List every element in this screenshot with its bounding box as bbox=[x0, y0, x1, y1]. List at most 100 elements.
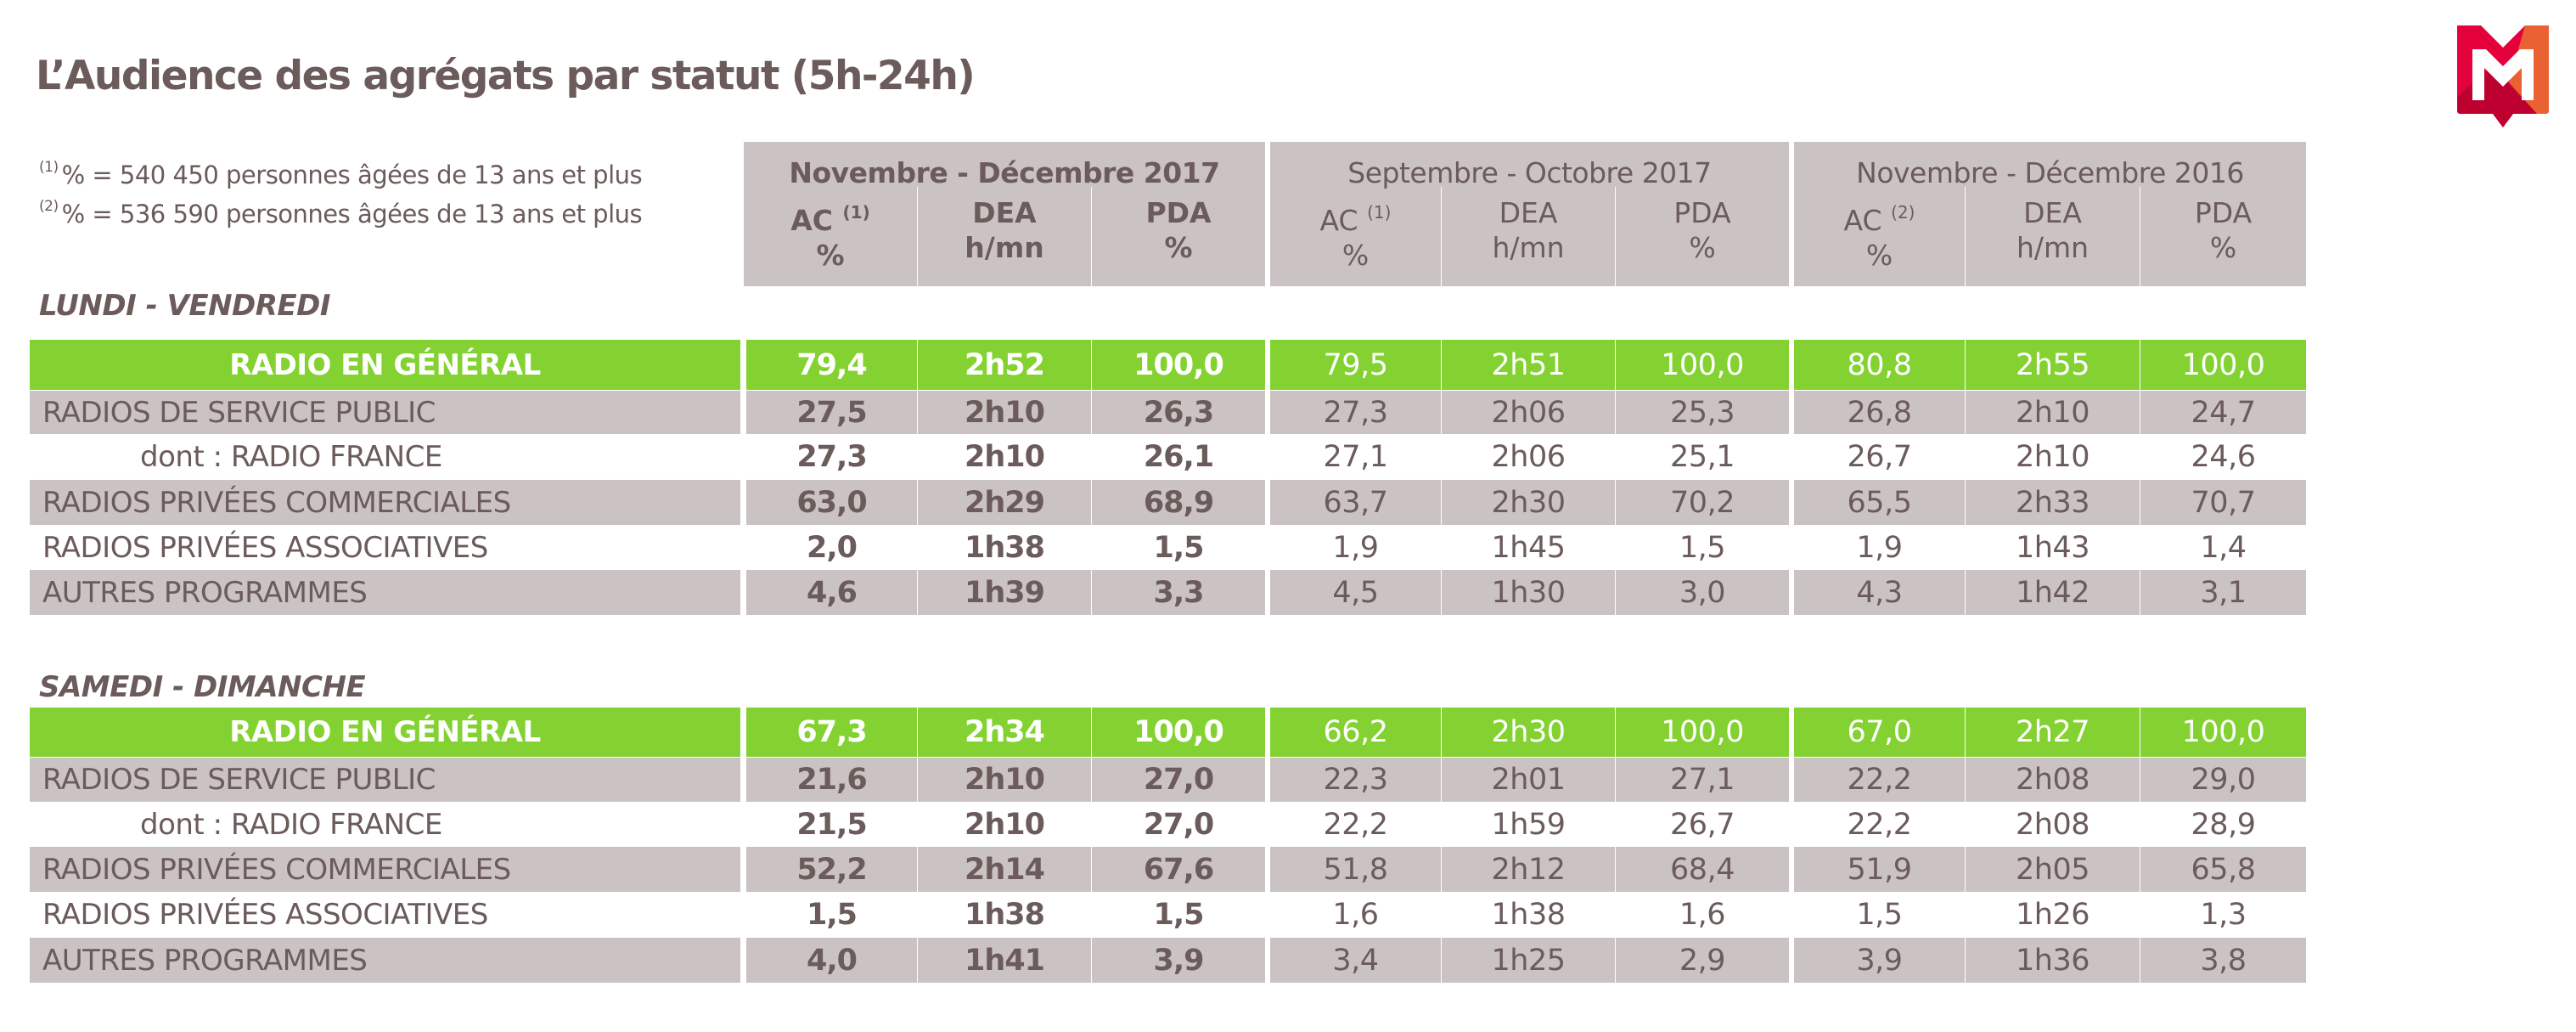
column-header: PDA% bbox=[1616, 187, 1789, 286]
column-unit: % bbox=[1865, 239, 1893, 272]
value-cell: 1h42 bbox=[1966, 570, 2140, 615]
value-cell: 1h59 bbox=[1491, 807, 1566, 842]
column-divider bbox=[1441, 187, 1442, 286]
column-name: PDA bbox=[1673, 196, 1731, 229]
value-cell: 2h01 bbox=[1442, 758, 1615, 802]
value-cell: 3,3 bbox=[1092, 570, 1265, 615]
value-cell: 22,2 bbox=[1847, 807, 1912, 842]
period-header-1: Novembre - Décembre 2017 AC (1)% DEA h/mn PD… bbox=[744, 142, 1265, 286]
column-footnote-mark: (1) bbox=[842, 202, 870, 223]
value-cell: 100,0 bbox=[1616, 708, 1789, 757]
value-cell: 21,6 bbox=[746, 758, 917, 802]
table-row: RADIOS DE SERVICE PUBLIC 27,5 2h10 26,3 27,3… bbox=[0, 391, 2576, 434]
value-cell: 67,0 bbox=[1794, 708, 1965, 757]
value-cell: 1h39 bbox=[918, 570, 1091, 615]
column-name: PDA bbox=[1145, 196, 1212, 229]
value-cell: 4,3 bbox=[1794, 570, 1965, 615]
value-cell: 27,5 bbox=[746, 391, 917, 434]
value-cell: 1h25 bbox=[1442, 938, 1615, 983]
value-cell: 100,0 bbox=[1092, 708, 1265, 757]
value-cell: 67,3 bbox=[746, 708, 917, 757]
column-name: PDA bbox=[2194, 196, 2253, 229]
cell-divider bbox=[1965, 938, 1966, 983]
row-label: RADIOS PRIVÉES COMMERCIALES bbox=[30, 847, 740, 892]
column-header: PDA% bbox=[2140, 187, 2306, 286]
column-header: AC (1)% bbox=[744, 187, 917, 286]
value-cell: 22,3 bbox=[1270, 758, 1441, 802]
value-cell: 63,7 bbox=[1270, 480, 1441, 525]
value-cell: 2,9 bbox=[1616, 938, 1789, 983]
value-cell: 2h08 bbox=[2016, 807, 2090, 842]
value-cell: 27,1 bbox=[1323, 440, 1388, 474]
period-label: Novembre - Décembre 2017 bbox=[789, 156, 1220, 189]
cell-divider bbox=[1615, 938, 1616, 983]
value-cell: 100,0 bbox=[2140, 708, 2306, 757]
value-cell: 3,9 bbox=[1794, 938, 1965, 983]
cell-divider bbox=[1965, 391, 1966, 434]
value-cell: 25,3 bbox=[1616, 391, 1789, 434]
value-cell: 3,1 bbox=[2140, 570, 2306, 615]
column-name: DEA bbox=[1499, 196, 1558, 229]
value-cell: 24,6 bbox=[2191, 440, 2256, 474]
value-cell: 1,3 bbox=[2200, 898, 2247, 932]
value-cell: 2h51 bbox=[1442, 340, 1615, 390]
cell-divider bbox=[1091, 570, 1092, 615]
cell-divider bbox=[1091, 340, 1092, 390]
cell-divider bbox=[1965, 480, 1966, 525]
value-cell: 3,0 bbox=[1616, 570, 1789, 615]
column-name: AC bbox=[1843, 204, 1882, 237]
value-cell: 28,9 bbox=[2191, 807, 2256, 842]
cell-divider bbox=[1965, 570, 1966, 615]
value-cell: 26,3 bbox=[1092, 391, 1265, 434]
value-cell: 1h41 bbox=[918, 938, 1091, 983]
value-cell: 1h26 bbox=[2016, 898, 2090, 932]
table-row: dont : RADIO FRANCE 21,5 2h10 27,0 22,2 1h59 2… bbox=[0, 803, 2576, 846]
value-cell: 1h36 bbox=[1966, 938, 2140, 983]
table-row: dont : RADIO FRANCE 27,3 2h10 26,1 27,1 2h06 2… bbox=[0, 435, 2576, 479]
cell-divider bbox=[917, 480, 918, 525]
value-cell: 1,5 bbox=[1153, 898, 1204, 932]
column-header: DEA h/mn bbox=[1966, 187, 2140, 286]
value-cell: 52,2 bbox=[746, 847, 917, 892]
value-cell: 1,9 bbox=[1332, 530, 1379, 565]
value-cell: 65,8 bbox=[2140, 847, 2306, 892]
value-cell: 63,0 bbox=[746, 480, 917, 525]
column-footnote-mark: (1) bbox=[1367, 202, 1392, 223]
cell-divider bbox=[1965, 758, 1966, 802]
value-cell: 2,0 bbox=[806, 530, 858, 565]
value-cell: 1,5 bbox=[1679, 530, 1726, 565]
row-label: RADIOS DE SERVICE PUBLIC bbox=[30, 391, 740, 434]
value-cell: 1h38 bbox=[965, 530, 1045, 565]
value-cell: 3,4 bbox=[1270, 938, 1441, 983]
value-cell: 2h52 bbox=[918, 340, 1091, 390]
value-cell: 29,0 bbox=[2140, 758, 2306, 802]
value-cell: 27,1 bbox=[1616, 758, 1789, 802]
value-cell: 1h43 bbox=[2016, 530, 2090, 565]
cell-divider bbox=[917, 570, 918, 615]
value-cell: 1h38 bbox=[1491, 898, 1566, 932]
row-label: AUTRES PROGRAMMES bbox=[30, 570, 740, 615]
value-cell: 65,5 bbox=[1794, 480, 1965, 525]
period-header-3: Novembre - Décembre 2016 AC (2)% DEA h/mn PD… bbox=[1794, 142, 2306, 286]
row-label: RADIOS DE SERVICE PUBLIC bbox=[30, 758, 740, 802]
value-cell: 1,6 bbox=[1332, 898, 1379, 932]
value-cell: 26,7 bbox=[1847, 440, 1912, 474]
cell-divider bbox=[917, 847, 918, 892]
value-cell: 22,2 bbox=[1794, 758, 1965, 802]
value-cell: 1h38 bbox=[965, 898, 1045, 932]
value-cell: 2h05 bbox=[1966, 847, 2140, 892]
value-cell: 21,5 bbox=[796, 807, 867, 842]
cell-divider bbox=[1965, 340, 1966, 390]
cell-divider bbox=[917, 708, 918, 757]
value-cell: 51,8 bbox=[1270, 847, 1441, 892]
cell-divider bbox=[1091, 938, 1092, 983]
column-name: AC bbox=[1319, 204, 1358, 237]
value-cell: 1h30 bbox=[1442, 570, 1615, 615]
column-header: DEA h/mn bbox=[1442, 187, 1615, 286]
row-label: RADIO EN GÉNÉRAL bbox=[30, 708, 740, 757]
cell-divider bbox=[1615, 758, 1616, 802]
cell-divider bbox=[1965, 847, 1966, 892]
value-cell: 68,4 bbox=[1616, 847, 1789, 892]
value-cell: 1,6 bbox=[1679, 898, 1726, 932]
total-row: RADIO EN GÉNÉRAL 67,3 2h34 100,0 66,2 2h30 100… bbox=[0, 708, 2576, 757]
